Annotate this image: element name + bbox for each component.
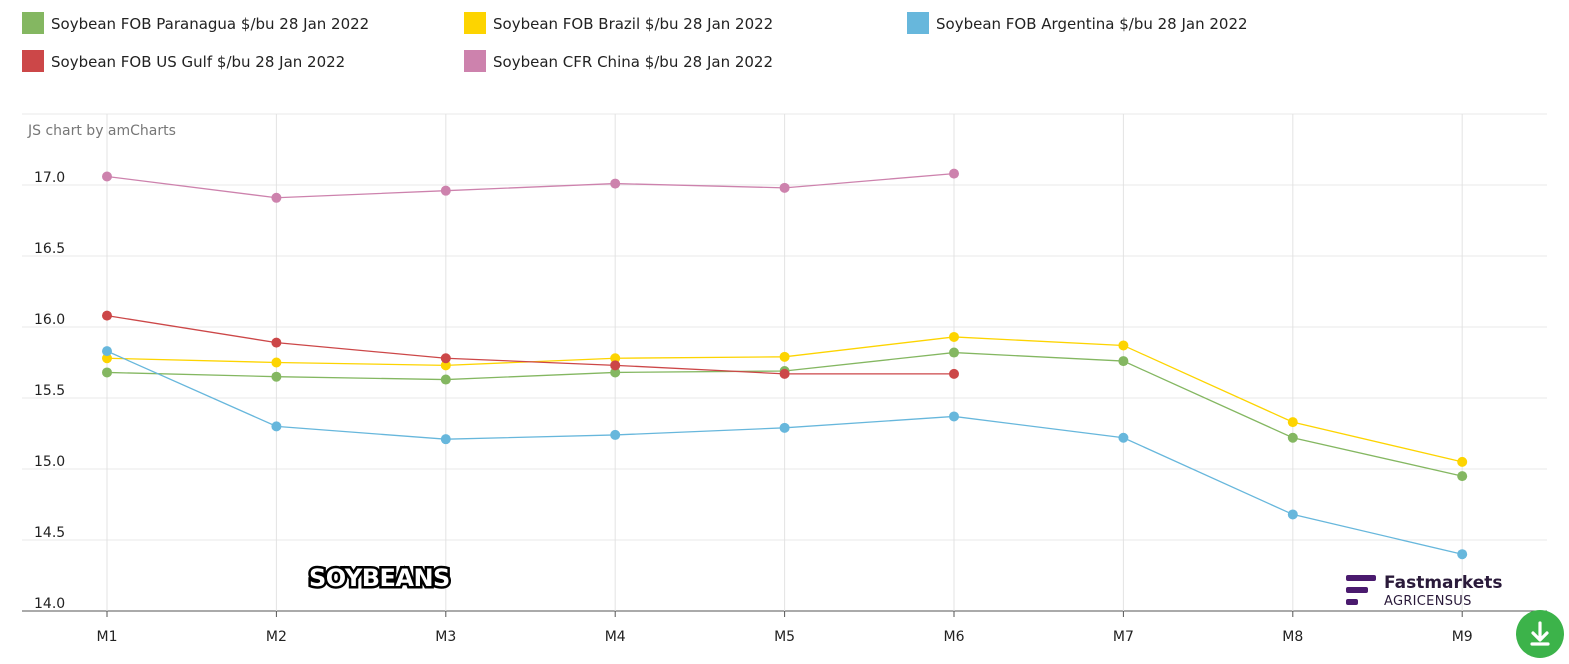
y-tick-label: 16.5 (34, 241, 65, 257)
data-point[interactable] (779, 368, 790, 379)
x-tick-label: M6 (944, 629, 965, 645)
data-point[interactable] (102, 353, 112, 364)
data-point[interactable] (1287, 417, 1298, 428)
legend-swatch[interactable] (907, 12, 929, 34)
series-line[interactable] (106, 314, 954, 375)
data-point[interactable] (440, 434, 451, 445)
data-point[interactable] (102, 310, 112, 321)
legend-label[interactable]: Soybean FOB US Gulf $/bu 28 Jan 2022 (51, 53, 345, 71)
y-tick-label: 14.0 (34, 596, 65, 612)
data-point[interactable] (271, 421, 282, 432)
x-tick-label: M3 (435, 629, 456, 645)
x-tick-label: M2 (266, 629, 287, 645)
data-point[interactable] (1457, 456, 1468, 467)
legend-swatch[interactable] (22, 50, 44, 72)
data-point[interactable] (779, 182, 790, 193)
data-point[interactable] (102, 367, 112, 378)
data-point[interactable] (271, 357, 282, 368)
legend-label[interactable]: Soybean CFR China $/bu 28 Jan 2022 (493, 53, 773, 71)
brand-sub: AGRICENSUS (1384, 594, 1472, 609)
y-tick-label: 14.5 (34, 525, 65, 541)
logo-bar-2 (1346, 587, 1368, 593)
x-tick-label: M7 (1113, 629, 1134, 645)
data-point[interactable] (779, 351, 790, 362)
x-tick-label: M1 (97, 629, 118, 645)
y-tick-label: 16.0 (34, 312, 65, 328)
chart-credit[interactable]: JS chart by amCharts (27, 123, 176, 139)
fastmarkets-logo: Fastmarkets AGRICENSUS (1346, 573, 1503, 609)
x-tick-label: M8 (1282, 629, 1303, 645)
data-point[interactable] (949, 411, 959, 422)
logo-bar-1 (1346, 575, 1376, 581)
data-point[interactable] (440, 185, 451, 196)
legend: Soybean FOB Paranagua $/bu 28 Jan 2022 So… (22, 12, 1248, 72)
data-point[interactable] (1287, 509, 1298, 520)
y-tick-label: 17.0 (34, 170, 65, 186)
data-point[interactable] (1118, 340, 1129, 351)
data-point[interactable] (610, 429, 621, 440)
brand-name: Fastmarkets (1384, 573, 1503, 593)
legend-label[interactable]: Soybean FOB Paranagua $/bu 28 Jan 2022 (51, 15, 369, 33)
legend-swatch[interactable] (464, 12, 486, 34)
data-point[interactable] (440, 374, 451, 385)
data-point[interactable] (779, 422, 790, 433)
y-tick-label: 15.5 (34, 383, 65, 399)
data-point[interactable] (1457, 471, 1468, 482)
data-point[interactable] (1287, 432, 1298, 443)
legend-label[interactable]: Soybean FOB Brazil $/bu 28 Jan 2022 (493, 15, 773, 33)
data-point[interactable] (949, 368, 959, 379)
x-tick-label: M9 (1452, 629, 1473, 645)
data-point[interactable] (949, 168, 959, 179)
data-point[interactable] (102, 171, 112, 182)
data-point[interactable] (271, 192, 282, 203)
data-point[interactable] (440, 360, 451, 371)
series-line[interactable] (106, 172, 955, 199)
x-axis: M1 M2 M3 M4 M5 M6 M7 M8 M9 (97, 611, 1473, 645)
data-point[interactable] (102, 346, 112, 357)
download-icon (1530, 621, 1550, 646)
legend-swatch[interactable] (22, 12, 44, 34)
series-points (102, 168, 1468, 560)
y-axis: 14.0 14.5 15.0 15.5 16.0 16.5 17.0 (34, 170, 65, 612)
x-tick-label: M5 (774, 629, 795, 645)
y-tick-label: 15.0 (34, 454, 65, 470)
data-point[interactable] (610, 367, 621, 378)
download-button[interactable] (1516, 610, 1564, 658)
data-point[interactable] (1457, 549, 1468, 560)
data-point[interactable] (440, 353, 451, 364)
legend-swatch[interactable] (464, 50, 486, 72)
data-point[interactable] (610, 178, 621, 189)
data-point[interactable] (610, 353, 621, 364)
data-point[interactable] (271, 337, 282, 348)
soybeans-label: SOYBEANS (309, 564, 450, 592)
data-point[interactable] (1118, 356, 1129, 367)
x-tick-label: M4 (605, 629, 626, 645)
logo-bar-3 (1346, 599, 1358, 605)
data-point[interactable] (949, 347, 959, 358)
data-point[interactable] (1118, 432, 1129, 443)
data-point[interactable] (949, 331, 959, 342)
data-point[interactable] (271, 371, 282, 382)
legend-label[interactable]: Soybean FOB Argentina $/bu 28 Jan 2022 (936, 15, 1248, 33)
data-point[interactable] (610, 360, 621, 371)
